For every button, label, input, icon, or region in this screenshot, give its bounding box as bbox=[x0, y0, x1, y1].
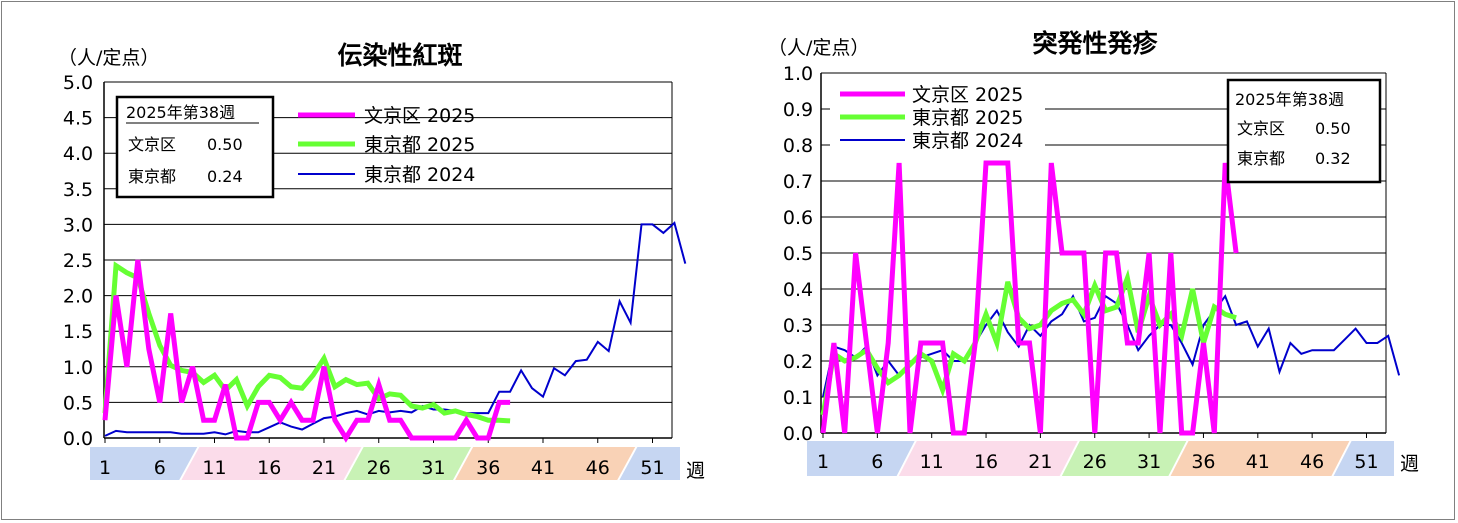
chart2-week-band: 1 6 11 16 21 26 31 36 41 46 51 bbox=[807, 441, 1394, 476]
chart1-series-line bbox=[102, 261, 511, 424]
chart1-y-tick-label: 4.5 bbox=[63, 108, 93, 130]
chart2-week-band-segment bbox=[1333, 441, 1394, 476]
chart1-x-tick-label: 46 bbox=[586, 457, 610, 479]
chart2-legend-label: 文京区 2025 bbox=[912, 84, 1023, 106]
chart2-week-band-segment bbox=[1170, 441, 1350, 476]
chart2-legend-label: 東京都 2024 bbox=[912, 130, 1023, 152]
chart1-y-tick-label: 1.0 bbox=[63, 357, 93, 379]
chart1-x-tick-label: 31 bbox=[421, 457, 445, 479]
chart1-y-tick-label: 5.0 bbox=[63, 72, 93, 94]
chart1-week-band-segment bbox=[619, 447, 680, 480]
chart2-y-tick-label: 0.2 bbox=[783, 351, 813, 373]
chart1-week-band-segment bbox=[455, 447, 636, 480]
chart2-y-tick-label: 1.0 bbox=[783, 63, 813, 85]
chart1-ylabel: （人/定点） bbox=[58, 47, 159, 69]
chart1-x-tick-label: 26 bbox=[367, 457, 391, 479]
chart2-x-tick-label: 16 bbox=[974, 451, 998, 473]
chart1-week-band-segment bbox=[181, 447, 362, 480]
chart2-y-tick-label: 0.1 bbox=[783, 387, 813, 409]
chart1-x-tick-label: 41 bbox=[531, 457, 555, 479]
chart1-y-tick-label: 2.5 bbox=[63, 250, 93, 272]
chart1-x-tick-label: 11 bbox=[202, 457, 226, 479]
chart1-series-line bbox=[104, 221, 687, 437]
chart1-y-tick-label: 1.5 bbox=[63, 321, 93, 343]
chart2-legend: 文京区 2025 東京都 2025 東京都 2024 bbox=[830, 82, 1045, 154]
chart2-info-box: 2025年第38週 文京区 0.50 東京都 0.32 bbox=[1226, 78, 1382, 184]
chart1-y-tick-label: 3.0 bbox=[63, 214, 93, 236]
chart2-series-line bbox=[820, 160, 1239, 436]
chart1-y-tick-label: 0.0 bbox=[63, 428, 93, 450]
chart1-info-box: 2025年第38週 文京区 0.50 東京都 0.24 bbox=[115, 95, 275, 199]
chart2-y-tick-label: 0.4 bbox=[783, 279, 813, 301]
chart2-series-lines bbox=[820, 160, 1401, 436]
chart1-week-band-segment bbox=[345, 447, 471, 480]
chart1-info-title: 2025年第38週 bbox=[126, 103, 235, 122]
chart1-y-tick-label: 0.5 bbox=[63, 392, 93, 414]
chart1-legend-label: 東京都 2024 bbox=[364, 164, 475, 186]
chart1-xlabel: 週 bbox=[686, 460, 705, 482]
chart2-info-box-border bbox=[1226, 78, 1382, 184]
chart1-y-tick-label: 2.0 bbox=[63, 286, 93, 308]
chart1-info-value: 0.24 bbox=[207, 167, 243, 186]
chart1-x-tick-label: 36 bbox=[476, 457, 500, 479]
chart2-legend-label: 東京都 2025 bbox=[912, 107, 1023, 129]
chart2-x-tick-label: 46 bbox=[1300, 451, 1324, 473]
chart1-series-lines bbox=[102, 221, 687, 443]
chart1-x-tick-label: 16 bbox=[257, 457, 281, 479]
chart1-info-value: 0.50 bbox=[207, 135, 243, 154]
chart1-x-tick-label: 51 bbox=[640, 457, 664, 479]
chart1-week-band-segment bbox=[90, 447, 198, 480]
chart2-x-tick-label: 26 bbox=[1083, 451, 1107, 473]
chart1-x-tick-label: 1 bbox=[99, 457, 111, 479]
chart1-legend-label: 東京都 2025 bbox=[364, 134, 475, 156]
chart2-x-tick-label: 31 bbox=[1137, 451, 1161, 473]
chart1-info-label: 東京都 bbox=[128, 167, 176, 186]
chart2-y-tick-label: 0.5 bbox=[783, 243, 813, 265]
chart2-x-tick-label: 1 bbox=[817, 451, 829, 473]
chart1-y-tick-label: 3.5 bbox=[63, 179, 93, 201]
chart2-info-value: 0.50 bbox=[1315, 119, 1351, 138]
chart2-info-label: 文京区 bbox=[1237, 119, 1285, 138]
chart2-info-value: 0.32 bbox=[1315, 149, 1351, 168]
chart1-legend-label: 文京区 2025 bbox=[364, 105, 475, 127]
chart1-y-tick-label: 4.0 bbox=[63, 143, 93, 165]
chart1-x-tick-label: 6 bbox=[154, 457, 166, 479]
chart2-info-title: 2025年第38週 bbox=[1235, 90, 1344, 109]
chart2-x-tick-label: 21 bbox=[1028, 451, 1052, 473]
chart1-legend: 文京区 2025 東京都 2025 東京都 2024 bbox=[298, 105, 475, 186]
chart2-week-band-segment bbox=[898, 441, 1078, 476]
chart2-x-tick-label: 6 bbox=[871, 451, 883, 473]
chart2-x-tick-label: 41 bbox=[1246, 451, 1270, 473]
chart1-week-band: 1 6 11 16 21 26 31 36 41 46 51 bbox=[90, 447, 680, 480]
chart2: 突発性発疹 （人/定点） 週 0.0 0.1 0.2 0.3 0.4 0.5 0.6 0.7 0… bbox=[768, 29, 1419, 476]
chart2-info-label: 東京都 bbox=[1237, 149, 1285, 168]
chart2-x-tick-label: 51 bbox=[1354, 451, 1378, 473]
chart2-y-tick-label: 0.0 bbox=[783, 423, 813, 445]
chart2-x-tick-label: 36 bbox=[1191, 451, 1215, 473]
chart2-y-tick-label: 0.8 bbox=[783, 135, 813, 157]
chart2-y-tick-label: 0.6 bbox=[783, 207, 813, 229]
chart1-x-tick-label: 21 bbox=[312, 457, 336, 479]
chart2-week-band-segment bbox=[807, 441, 915, 476]
chart1-series-line bbox=[102, 259, 511, 443]
chart1-title: 伝染性紅斑 bbox=[337, 41, 462, 70]
chart2-xlabel: 週 bbox=[1400, 453, 1419, 475]
chart2-y-tick-label: 0.7 bbox=[783, 171, 813, 193]
chart1: 伝染性紅斑 （人/定点） 週 0.0 0.5 1.0 1.5 2.0 2.5 3.0 3.5 4… bbox=[58, 41, 705, 482]
chart2-y-tick-label: 0.3 bbox=[783, 315, 813, 337]
chart2-week-band-segment bbox=[1061, 441, 1187, 476]
chart2-y-tick-label: 0.9 bbox=[783, 99, 813, 121]
chart2-ylabel: （人/定点） bbox=[768, 37, 869, 59]
chart1-info-box-border bbox=[115, 95, 275, 199]
chart1-info-label: 文京区 bbox=[128, 135, 176, 154]
chart2-title: 突発性発疹 bbox=[1032, 29, 1158, 58]
chart2-x-tick-label: 11 bbox=[920, 451, 944, 473]
